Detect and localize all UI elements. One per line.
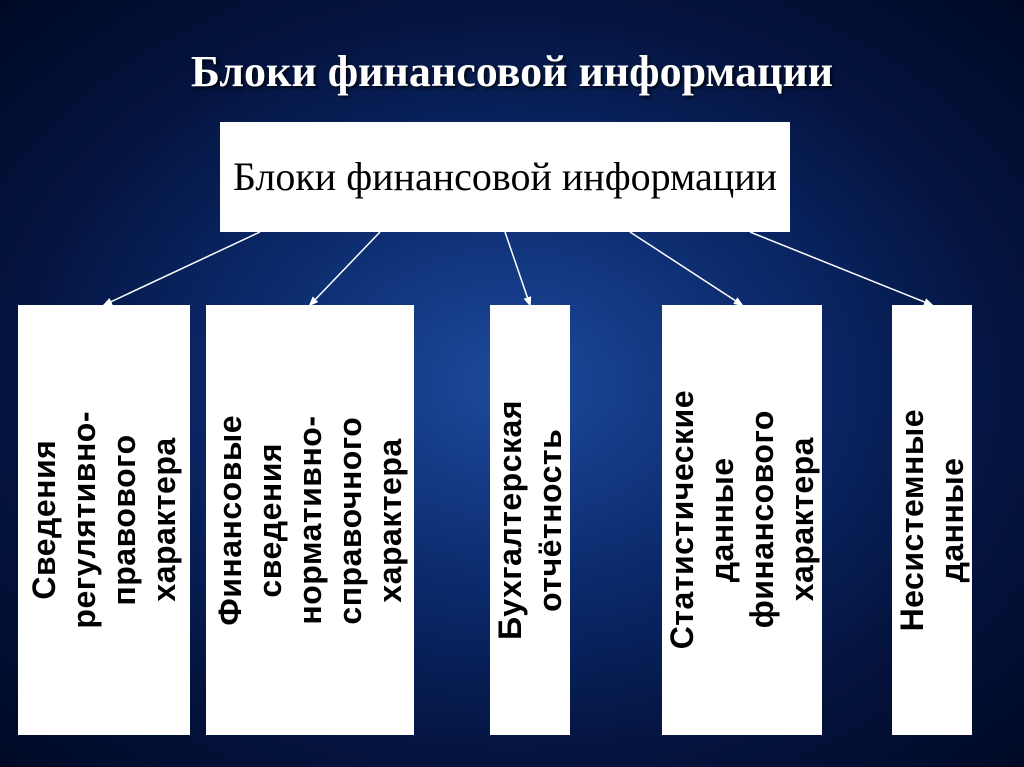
- arrow-0: [104, 232, 260, 305]
- leaf-label-0: Сведения регулятивно- правового характер…: [24, 411, 184, 629]
- leaf-label-4: Несистемные данные: [892, 409, 972, 631]
- arrow-2: [505, 232, 530, 305]
- leaf-label-2: Бухгалтерская отчётность: [490, 400, 570, 640]
- leaf-box-3: Статистические данные финансового характ…: [662, 305, 822, 735]
- leaf-box-1: Финансовые сведения нормативно- справочн…: [206, 305, 414, 735]
- leaf-label-1: Финансовые сведения нормативно- справочн…: [210, 415, 410, 626]
- arrow-4: [750, 232, 932, 305]
- leaf-box-2: Бухгалтерская отчётность: [490, 305, 570, 735]
- root-box-label: Блоки финансовой информации: [233, 154, 777, 200]
- root-box: Блоки финансовой информации: [220, 122, 790, 232]
- leaf-box-4: Несистемные данные: [892, 305, 972, 735]
- leaf-box-0: Сведения регулятивно- правового характер…: [18, 305, 190, 735]
- arrow-1: [310, 232, 380, 305]
- slide-title: Блоки финансовой информации: [0, 0, 1024, 97]
- leaf-label-3: Статистические данные финансового характ…: [662, 390, 822, 649]
- arrow-3: [630, 232, 742, 305]
